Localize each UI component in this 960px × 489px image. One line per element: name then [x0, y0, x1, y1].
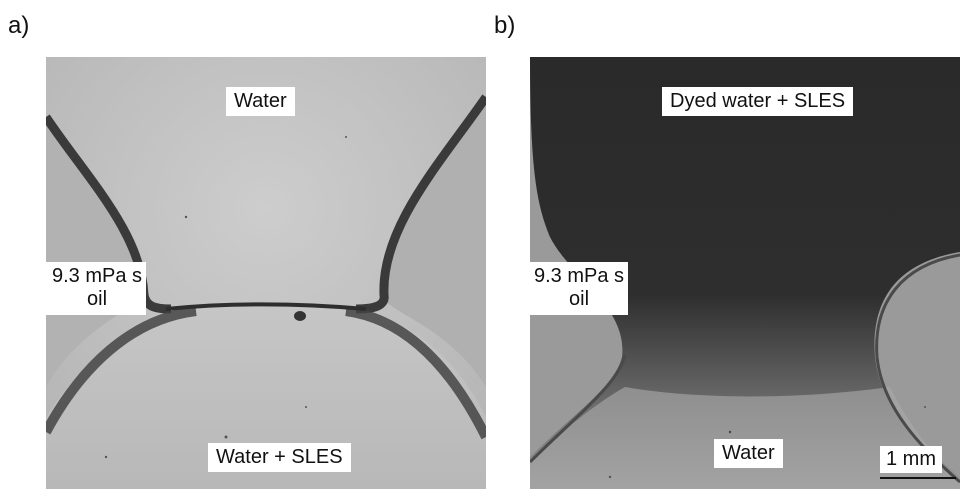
panel-b-micrograph: Dyed water + SLES Water [530, 57, 960, 489]
panel-a-micrograph: Water Water + SLES [46, 57, 486, 489]
panel-b-label-bottom: Water [714, 439, 783, 468]
panel-a-label-left-line1: 9.3 mPa s [52, 265, 143, 287]
panel-b-letter: b) [494, 12, 516, 39]
panel-b-label-left-line1: 9.3 mPa s [534, 265, 625, 287]
panel-b-label-top: Dyed water + SLES [662, 87, 854, 116]
scale-bar [880, 477, 956, 479]
panel-a-label-left-line2: oil [87, 288, 108, 310]
panel-b-image [530, 57, 960, 489]
panel-a-image [46, 57, 486, 489]
panel-b-label-left: 9.3 mPa s oil [528, 262, 629, 315]
panel-a-label-top: Water [226, 87, 295, 116]
panel-a-label-bottom: Water + SLES [208, 443, 351, 472]
scale-bar-label: 1 mm [880, 446, 942, 473]
panel-b-label-left-line2: oil [569, 288, 590, 310]
panel-a-label-left: 9.3 mPa s oil [46, 262, 147, 315]
panel-a-letter: a) [8, 12, 30, 39]
